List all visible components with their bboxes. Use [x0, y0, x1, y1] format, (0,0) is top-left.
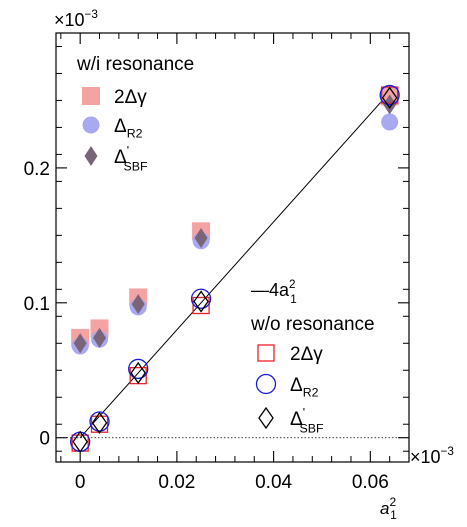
- point-g1-s1-2: [128, 358, 149, 380]
- plot-frame: [55, 32, 410, 463]
- legend-marker-g0-s2: [84, 146, 98, 166]
- x-tick-label-1: 0.02: [158, 472, 195, 493]
- legend-label-g0-s2-superscript: ': [127, 143, 129, 157]
- x-axis-label-subscript: 1: [390, 508, 397, 522]
- legend-label-g1-s2-subscript: SBF: [300, 422, 324, 436]
- legend-label-g1-s1-base: Δ: [290, 375, 303, 396]
- y-axis-multiplier: ×10−3: [54, 8, 98, 30]
- legend-marker-g0-s0: [82, 87, 100, 105]
- x-axis-multiplier-superscript: −3: [441, 445, 454, 458]
- legend-marker-g1-s1: [255, 373, 277, 395]
- legend-label-g0-s2-base: Δ: [114, 147, 127, 168]
- legend-marker-g1-s2: [258, 406, 274, 430]
- point-g1-s2-4: [381, 86, 398, 109]
- legend-label-g0-s0: 2Δγ: [114, 87, 147, 108]
- legend-label-g0-s1-subscript: R2: [127, 127, 143, 141]
- legend-marker-g0-s1: [82, 116, 100, 134]
- x-tick-label-3: 0.06: [352, 472, 389, 493]
- fit-line: [79, 92, 391, 439]
- x-axis-label-base: a: [380, 499, 389, 518]
- legend-group-title-0: w/i resonance: [76, 54, 194, 75]
- legend-group-title-1-base: w/o resonance: [250, 314, 375, 335]
- legend-label-g0-s2-subscript: SBF: [124, 160, 148, 174]
- point-g0-s2-2: [131, 294, 145, 315]
- legend-fit-line-label-superscript: 2: [289, 278, 296, 291]
- legend-fit-line-label-base: —4a: [251, 280, 290, 300]
- point-g0-s2-0: [73, 333, 87, 354]
- point-g0-s2-3: [194, 228, 208, 249]
- y-tick-label-0: 0: [39, 429, 50, 450]
- point-g0-s1-4: [381, 113, 399, 131]
- x-axis-label: a2 1: [380, 495, 397, 522]
- legend-label-g1-s0: 2Δγ: [290, 344, 323, 365]
- x-axis-multiplier: ×10−3: [410, 445, 454, 467]
- legend-label-g0-s2: Δ' SBF: [114, 143, 148, 173]
- chart-marks: [56, 84, 409, 453]
- point-g1-s1-3: [190, 288, 212, 309]
- legend-marker-g1-s0: [257, 344, 275, 362]
- legend-fit-line-label-subscript: 1: [290, 293, 297, 306]
- y-axis-multiplier-superscript: −3: [85, 8, 98, 21]
- legend-label-g0-s0-base: 2Δγ: [114, 87, 147, 108]
- legend-label-g0-s1: ΔR2: [114, 116, 143, 141]
- x-tick-label-2: 0.04: [255, 472, 292, 493]
- legend-fit-line-label: —4a2 1: [251, 278, 297, 306]
- x-axis-label-superscript: 2: [389, 495, 396, 509]
- point-g0-s2-1: [93, 327, 107, 348]
- point-g1-s0-3: [192, 296, 210, 315]
- legend-group-title-1: w/o resonance: [250, 314, 375, 335]
- legend-label-g1-s2-base: Δ: [290, 409, 303, 430]
- y-axis-multiplier-base: ×10: [54, 10, 85, 30]
- legend-label-g0-s1-base: Δ: [114, 116, 127, 137]
- y-tick-label-1: 0.1: [24, 294, 50, 315]
- point-g1-s2-2: [130, 361, 146, 385]
- legend-group-title-0-base: w/i resonance: [76, 54, 194, 75]
- point-g1-s2-3: [193, 290, 209, 313]
- x-tick-label-0: 0: [75, 472, 86, 493]
- legend-label-g1-s1-subscript: R2: [303, 386, 319, 400]
- legend-label-g1-s1: ΔR2: [290, 375, 319, 400]
- legend-label-g1-s0-base: 2Δγ: [290, 344, 323, 365]
- point-g1-s2-1: [91, 411, 108, 435]
- x-axis-multiplier-base: ×10: [410, 447, 441, 467]
- y-tick-label-2: 0.2: [24, 159, 50, 180]
- legend-label-g1-s2-superscript: ': [303, 405, 305, 419]
- point-g1-s1-4: [379, 84, 400, 106]
- legend-label-g1-s2: Δ' SBF: [290, 405, 324, 435]
